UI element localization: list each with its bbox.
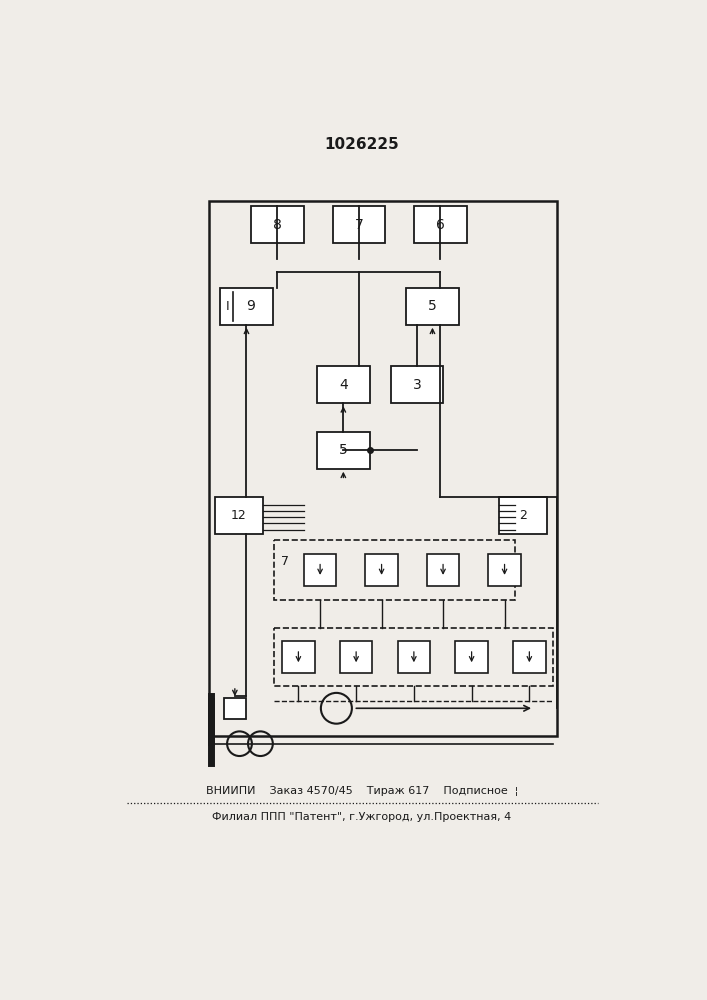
Bar <box>414 206 467 243</box>
Bar <box>220 288 273 325</box>
Text: ВНИИПИ    Заказ 4570/45    Тираж 617    Подписное  ¦: ВНИИПИ Заказ 4570/45 Тираж 617 Подписное… <box>206 786 518 796</box>
Bar <box>499 497 547 534</box>
Bar <box>282 641 315 673</box>
Text: 5: 5 <box>428 299 437 313</box>
Bar <box>406 288 459 325</box>
Text: 6: 6 <box>436 218 445 232</box>
Bar <box>304 554 337 586</box>
Bar <box>489 554 521 586</box>
Text: 3: 3 <box>413 378 421 392</box>
Text: 7: 7 <box>281 555 289 568</box>
Bar <box>215 497 263 534</box>
Text: 8: 8 <box>273 218 282 232</box>
Bar <box>332 206 385 243</box>
Text: Филиал ППП "Патент", г.Ужгород, ул.Проектная, 4: Филиал ППП "Патент", г.Ужгород, ул.Проек… <box>212 812 512 822</box>
Bar <box>366 554 398 586</box>
Bar <box>455 641 488 673</box>
Bar <box>274 540 515 600</box>
Bar <box>391 366 443 403</box>
Text: 1026225: 1026225 <box>325 137 399 152</box>
Text: 7: 7 <box>354 218 363 232</box>
Bar <box>224 698 246 719</box>
Bar <box>340 641 373 673</box>
Text: 2: 2 <box>519 509 527 522</box>
Bar <box>274 628 554 686</box>
Bar <box>251 206 304 243</box>
Bar <box>317 366 370 403</box>
Text: 12: 12 <box>231 509 247 522</box>
Text: I: I <box>226 300 230 313</box>
Bar <box>427 554 460 586</box>
Bar <box>513 641 546 673</box>
Bar <box>209 201 557 736</box>
Text: 4: 4 <box>339 378 348 392</box>
Bar <box>397 641 430 673</box>
Text: 9: 9 <box>246 299 255 313</box>
Text: 5: 5 <box>339 443 348 457</box>
Bar <box>317 432 370 469</box>
